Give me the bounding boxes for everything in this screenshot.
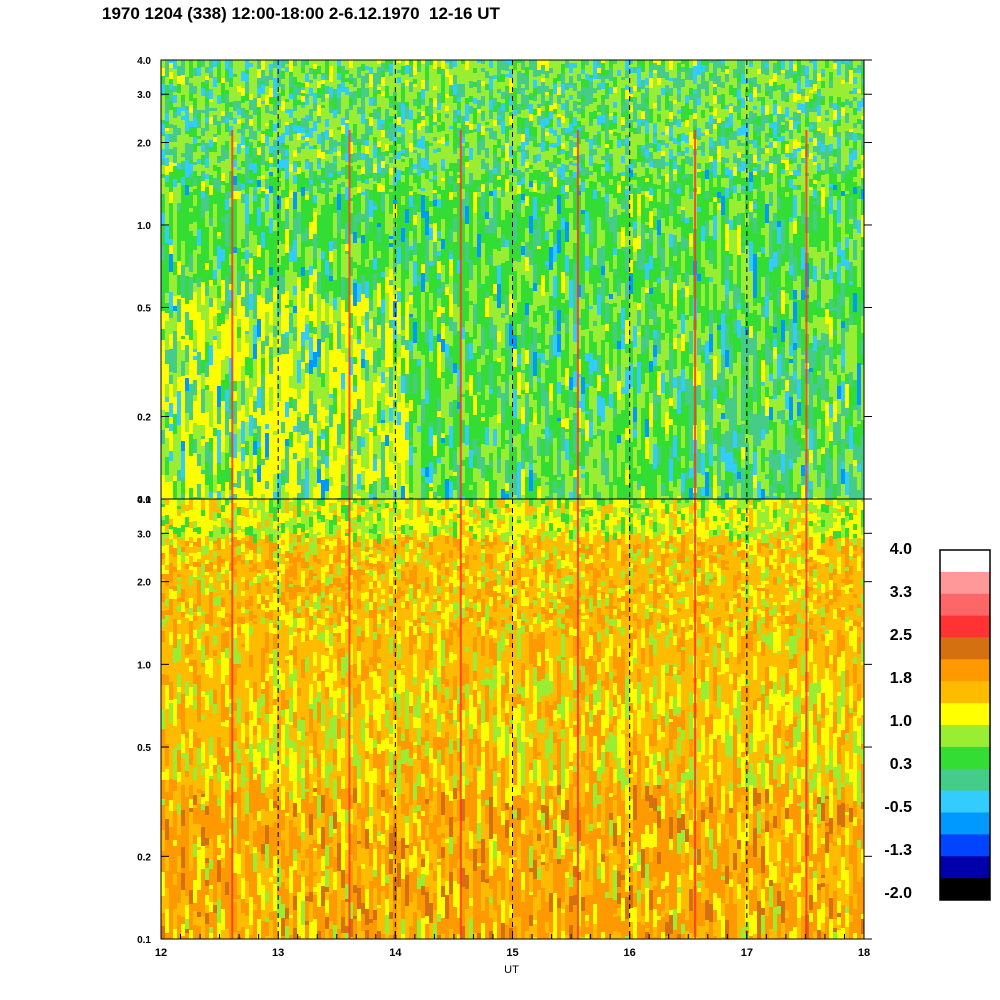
colorbar-swatch: [940, 615, 990, 638]
colorbar-swatch: [940, 878, 990, 901]
ytick-label: 4.0: [137, 495, 151, 506]
colorbar-label: -1.3: [884, 842, 912, 859]
colorbar-swatch: [940, 834, 990, 857]
colorbar-swatch: [940, 746, 990, 770]
colorbar-label: 1.0: [890, 713, 912, 730]
ytick-label: 0.5: [137, 743, 151, 754]
ytick-label: 0.2: [137, 852, 151, 863]
colorbar-swatch: [940, 571, 990, 595]
colorbar-swatch: [940, 725, 990, 748]
ytick-label: 2.0: [137, 138, 151, 149]
colorbar-label: 2.5: [890, 627, 912, 644]
colorbar-swatch: [940, 681, 990, 704]
ytick-label: 0.2: [137, 413, 151, 424]
ytick-label: 1.0: [137, 660, 151, 671]
colorbar: 4.0 3.3 2.5 1.8 1.0 0.3 -0.5 -1.3 -2.0: [884, 541, 991, 902]
colorbar-swatch: [940, 703, 990, 726]
xtick-label: 15: [506, 947, 518, 959]
colorbar-swatch: [940, 659, 990, 682]
colorbar-label: 0.3: [890, 756, 912, 773]
x-axis-label: UT: [504, 964, 519, 976]
page-title: 1970 1204 (338) 12:00-18:00 2-6.12.1970 …: [102, 4, 500, 23]
ytick-label: 3.0: [137, 529, 151, 540]
xtick-label: 17: [741, 947, 753, 959]
ytick-label: 1.0: [137, 221, 151, 232]
colorbar-label: 4.0: [890, 541, 912, 558]
colorbar-swatch: [940, 768, 990, 792]
ytick-label: 4.0: [137, 56, 151, 67]
xtick-label: 13: [272, 947, 284, 959]
ytick-label: 2.0: [137, 578, 151, 589]
ytick-label: 0.1: [137, 495, 151, 506]
ytick-label: 0.1: [137, 935, 151, 946]
colorbar-swatch: [940, 593, 990, 617]
xtick-label: 12: [155, 947, 167, 959]
xtick-label: 16: [624, 947, 636, 959]
colorbar-swatch: [940, 812, 990, 835]
xtick-label: 14: [389, 947, 402, 959]
xtick-label: 18: [858, 947, 870, 959]
ytick-label: 0.5: [137, 303, 151, 314]
colorbar-swatch: [940, 856, 990, 879]
colorbar-swatch: [940, 637, 990, 660]
colorbar-label: 1.8: [890, 670, 912, 687]
colorbar-label: 3.3: [890, 584, 912, 601]
ytick-label: 3.0: [137, 90, 151, 101]
colorbar-swatch: [940, 550, 990, 573]
colorbar-swatch: [940, 790, 990, 813]
colorbar-label: -2.0: [884, 885, 912, 902]
colorbar-label: -0.5: [884, 799, 912, 816]
axes: 0.10.20.51.02.03.04.00.10.20.51.02.03.04…: [137, 56, 872, 976]
